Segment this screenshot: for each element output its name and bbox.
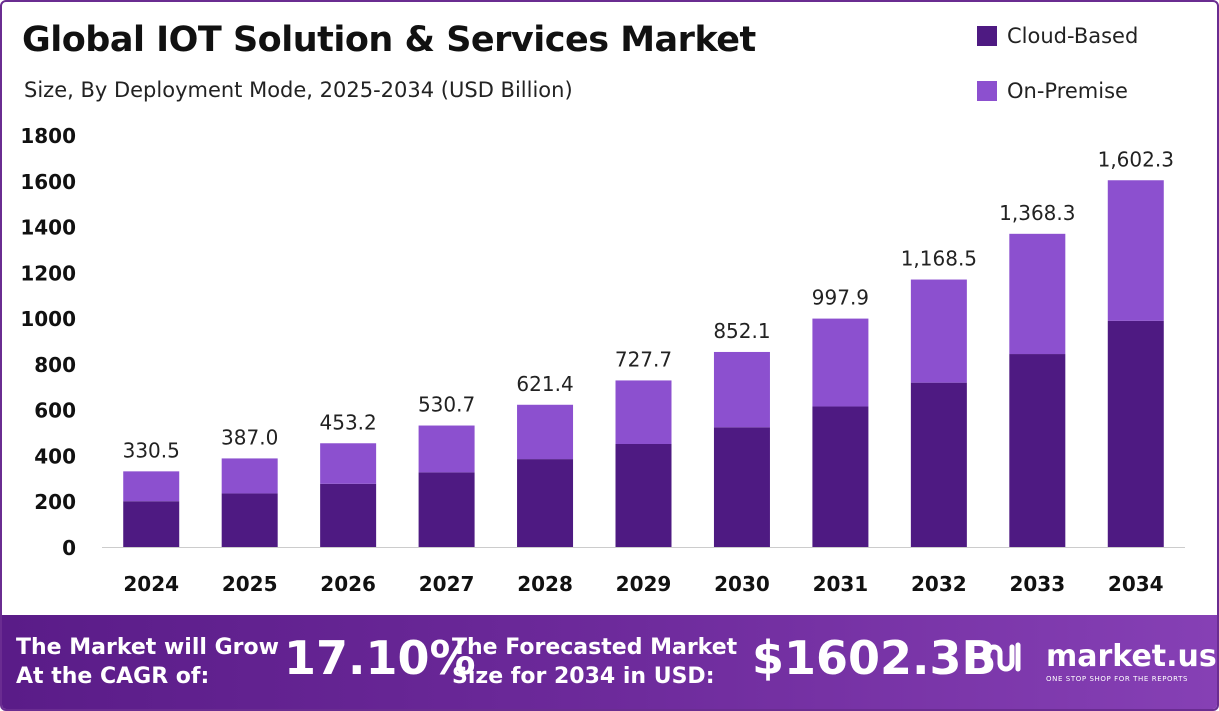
bar-cloud-based-2025 <box>221 493 278 547</box>
legend-swatch-cloud-based <box>977 26 997 46</box>
y-tick-label: 800 <box>34 353 76 377</box>
x-tick-label: 2033 <box>1009 572 1065 596</box>
bar-on-premise-2028 <box>517 404 574 460</box>
bar-on-premise-2030 <box>713 351 770 428</box>
bar-total-label: 997.9 <box>812 286 869 310</box>
x-tick-label: 2026 <box>320 572 376 596</box>
x-tick-label: 2029 <box>616 572 672 596</box>
bar-cloud-based-2028 <box>517 459 574 547</box>
y-tick-label: 0 <box>62 536 76 560</box>
brand-tagline: ONE STOP SHOP FOR THE REPORTS <box>1046 675 1189 683</box>
y-tick-label: 400 <box>34 444 76 468</box>
x-tick-label: 2030 <box>714 572 770 596</box>
bar-on-premise-2027 <box>418 425 475 473</box>
x-tick-label: 2032 <box>911 572 967 596</box>
bar-total-label: 621.4 <box>516 372 573 396</box>
x-tick-label: 2031 <box>813 572 869 596</box>
forecast-value: $1602.3B <box>752 631 997 685</box>
bar-on-premise-2025 <box>221 458 278 494</box>
bar-total-label: 330.5 <box>123 438 180 462</box>
cagr-label-line2: At the CAGR of: <box>16 664 210 689</box>
legend-item-on-premise: On-Premise <box>977 77 1138 105</box>
bar-total-label: 1,602.3 <box>1098 147 1174 171</box>
bar-on-premise-2032 <box>910 279 967 383</box>
x-tick-label: 2027 <box>419 572 475 596</box>
y-tick-label: 200 <box>34 490 76 514</box>
y-tick-label: 1400 <box>20 216 76 240</box>
chart-subtitle: Size, By Deployment Mode, 2025-2034 (USD… <box>24 78 573 102</box>
forecast-label: The Forecasted Market Size for 2034 in U… <box>452 633 737 691</box>
y-tick-label: 600 <box>34 399 76 423</box>
bar-total-label: 453.2 <box>320 410 377 434</box>
forecast-label-line2: Size for 2034 in USD: <box>452 664 715 689</box>
bar-on-premise-2033 <box>1009 233 1066 355</box>
bar-cloud-based-2032 <box>910 382 967 547</box>
bar-cloud-based-2033 <box>1009 354 1066 547</box>
x-tick-label: 2034 <box>1108 572 1164 596</box>
bar-on-premise-2026 <box>320 443 377 484</box>
y-tick-label: 1800 <box>20 124 76 148</box>
bar-chart: 0 200 400 600 800 1000 1200 1400 1600 1800 330.5 20… <box>20 124 1185 596</box>
forecast-label-line1: The Forecasted Market <box>452 635 738 660</box>
bar-on-premise-2034 <box>1107 180 1164 321</box>
x-tick-label: 2025 <box>222 572 278 596</box>
bar-cloud-based-2026 <box>320 483 377 547</box>
bar-total-label: 1,368.3 <box>999 201 1075 225</box>
brand-name: market.us <box>1046 639 1217 674</box>
bar-cloud-based-2029 <box>615 444 672 547</box>
bar-on-premise-2031 <box>812 318 869 407</box>
cagr-label-line1: The Market will Grow <box>16 635 279 660</box>
bar-cloud-based-2030 <box>713 427 770 547</box>
legend-label: Cloud-Based <box>1007 24 1139 48</box>
x-tick-label: 2028 <box>517 572 573 596</box>
bar-total-label: 387.0 <box>221 425 278 449</box>
x-tick-label: 2024 <box>123 572 179 596</box>
bar-on-premise-2024 <box>123 471 180 502</box>
cagr-label: The Market will Grow At the CAGR of: <box>16 633 279 691</box>
chart-title: Global IOT Solution & Services Market <box>22 20 756 60</box>
footer-banner: The Market will Grow At the CAGR of: 17.… <box>2 615 1217 709</box>
market-us-logo-icon <box>985 642 1021 672</box>
legend-label: On-Premise <box>1007 79 1128 103</box>
cagr-value: 17.10% <box>284 631 476 685</box>
legend-swatch-on-premise <box>977 81 997 101</box>
bar-total-label: 727.7 <box>615 347 672 371</box>
bar-cloud-based-2027 <box>418 472 475 547</box>
bar-total-label: 1,168.5 <box>901 247 977 271</box>
legend-item-cloud-based: Cloud-Based <box>977 22 1138 50</box>
bar-total-label: 852.1 <box>713 319 770 343</box>
legend: Cloud-Based On-Premise <box>977 22 1138 132</box>
bar-cloud-based-2031 <box>812 406 869 547</box>
bar-cloud-based-2024 <box>123 501 180 547</box>
bar-total-label: 530.7 <box>418 393 475 417</box>
y-tick-label: 1600 <box>20 170 76 194</box>
y-tick-label: 1200 <box>20 261 76 285</box>
y-tick-label: 1000 <box>20 307 76 331</box>
bar-on-premise-2029 <box>615 380 672 444</box>
bar-cloud-based-2034 <box>1107 320 1164 547</box>
